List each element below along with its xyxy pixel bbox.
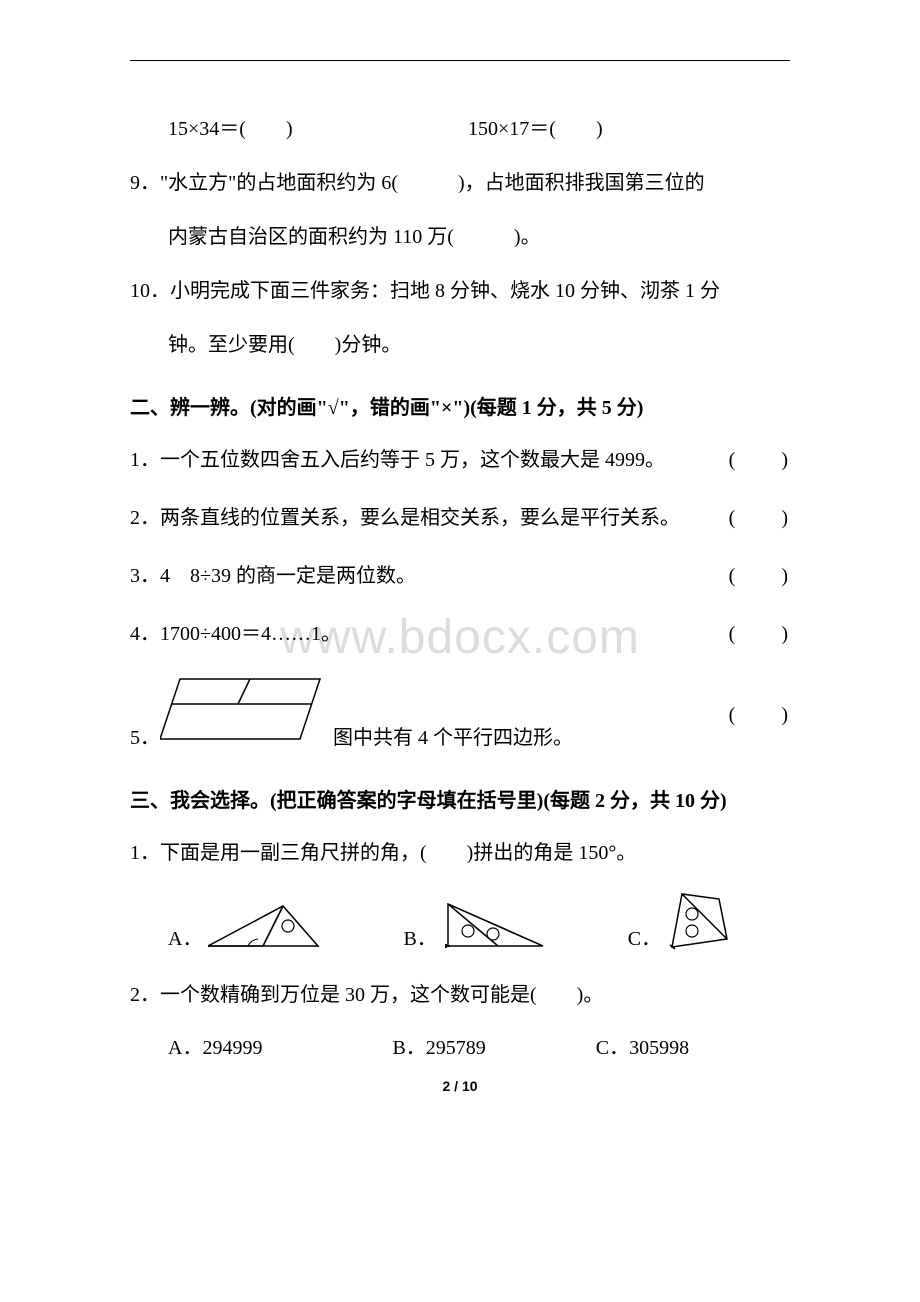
s3-q2-c: C．305998 (596, 1031, 689, 1060)
s2-q3: 3．4 8÷39 的商一定是两位数。 ( ) (130, 558, 790, 594)
s2-q2-text: 2．两条直线的位置关系，要么是相交关系，要么是平行关系。 (130, 500, 680, 536)
q9-line1: 9．"水立方"的占地面积约为 6( )，占地面积排我国第三位的 (130, 165, 790, 201)
s3-q2: 2．一个数精确到万位是 30 万，这个数可能是( )。 (130, 977, 790, 1013)
s2-q5-text: 图中共有 4 个平行四边形。 (333, 720, 573, 756)
s3-q2-a: A．294999 (168, 1031, 262, 1060)
page-number: 2 / 10 (130, 1078, 790, 1094)
s2-q2-paren: ( ) (729, 500, 790, 536)
s2-q4-paren: ( ) (729, 616, 790, 652)
s2-q4: 4．1700÷400＝4……1。 ( ) (130, 616, 790, 652)
s2-q1-text: 1．一个五位数四舍五入后约等于 5 万，这个数最大是 4999。 (130, 442, 665, 478)
section3-title: 三、我会选择。(把正确答案的字母填在括号里)(每题 2 分，共 10 分) (130, 784, 790, 813)
s2-q5-paren: ( ) (729, 697, 790, 733)
s3-q1: 1．下面是用一副三角尺拼的角，( )拼出的角是 150°。 (130, 835, 790, 871)
top-divider (130, 60, 790, 61)
choice-b-label: B． (403, 922, 436, 951)
choice-b: B． (403, 896, 547, 951)
q8-left: 15×34＝( ) (168, 111, 468, 147)
s2-q1-paren: ( ) (729, 442, 790, 478)
q9-line2: 内蒙古自治区的面积约为 110 万( )。 (130, 219, 790, 255)
q8-line: 15×34＝( ) 150×17＝( ) (130, 111, 790, 147)
parallelogram-icon (160, 674, 325, 756)
s3-q2-b: B．295789 (392, 1031, 485, 1060)
triangle-a-icon (208, 896, 323, 951)
section2-title: 二、辨一辨。(对的画"√"，错的画"×")(每题 1 分，共 5 分) (130, 391, 790, 420)
s3-q1-choices: A． B． C． (130, 889, 790, 951)
triangle-c-icon (667, 889, 732, 951)
q10-line1: 10．小明完成下面三件家务：扫地 8 分钟、烧水 10 分钟、沏茶 1 分 (130, 273, 790, 309)
s3-q2-choices: A．294999 B．295789 C．305998 (130, 1031, 790, 1060)
q10-line2: 钟。至少要用( )分钟。 (130, 327, 790, 363)
choice-a-label: A． (168, 922, 202, 951)
s2-q4-text: 4．1700÷400＝4……1。 (130, 616, 341, 652)
q8-right: 150×17＝( ) (468, 111, 603, 147)
s2-q3-paren: ( ) (729, 558, 790, 594)
choice-a: A． (168, 896, 323, 951)
s2-q1: 1．一个五位数四舍五入后约等于 5 万，这个数最大是 4999。 ( ) (130, 442, 790, 478)
s2-q5: 5． 图中共有 4 个平行四边形。 ( ) (130, 674, 790, 756)
s2-q2: 2．两条直线的位置关系，要么是相交关系，要么是平行关系。 ( ) (130, 500, 790, 536)
choice-c-label: C． (628, 922, 661, 951)
triangle-b-icon (443, 896, 548, 951)
choice-c: C． (628, 889, 732, 951)
s2-q3-text: 3．4 8÷39 的商一定是两位数。 (130, 558, 416, 594)
